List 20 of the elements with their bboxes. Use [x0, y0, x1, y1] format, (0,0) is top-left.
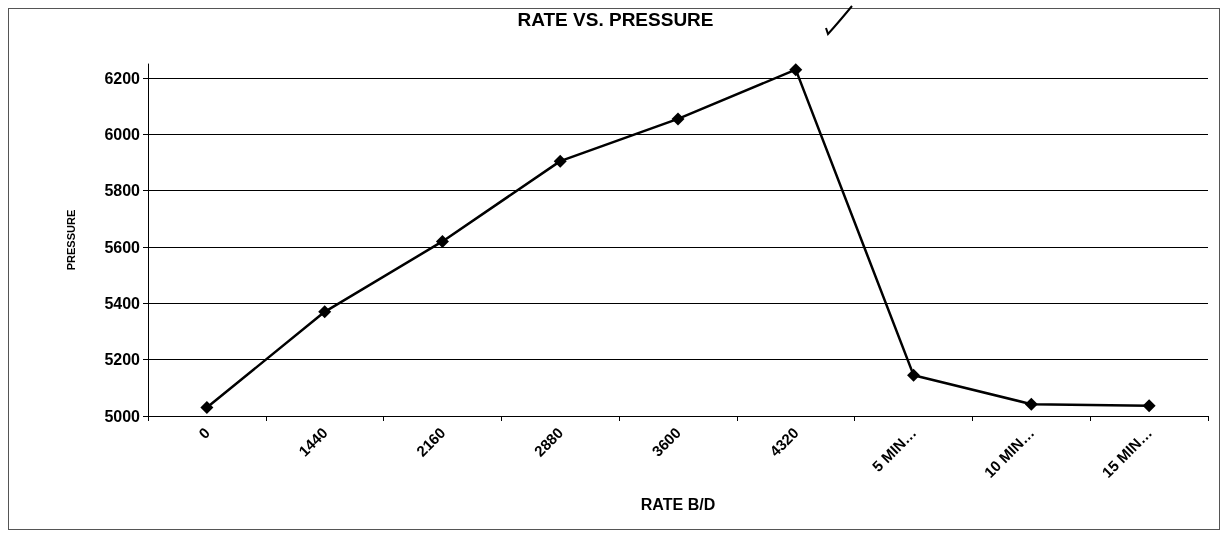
chart-title: RATE VS. PRESSURE — [517, 9, 714, 30]
y-tick-label: 5800 — [104, 182, 141, 200]
point — [789, 63, 803, 77]
point — [553, 154, 567, 168]
x-tick-label: 0 — [194, 423, 213, 442]
y-tick-label: 5400 — [104, 294, 141, 312]
point — [1024, 397, 1038, 411]
y-tick-label: 5600 — [104, 238, 141, 256]
point — [435, 234, 449, 248]
y-axis-title: PRESSURE — [64, 209, 77, 271]
y-tick-label: 6200 — [104, 69, 141, 87]
y-tick-label: 5000 — [104, 407, 141, 425]
point — [200, 401, 214, 415]
x-axis-title: RATE B/D — [640, 495, 716, 513]
point — [671, 112, 685, 126]
y-tick-label: 5200 — [104, 351, 141, 369]
y-tick-label: 6000 — [104, 125, 141, 143]
point — [318, 305, 332, 319]
point — [1142, 399, 1156, 413]
point — [907, 368, 921, 382]
